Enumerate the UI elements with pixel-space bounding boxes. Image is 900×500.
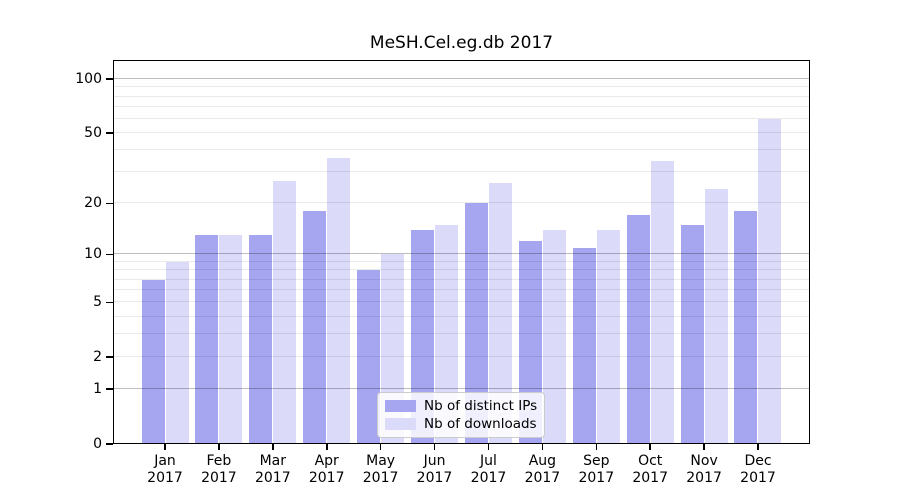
legend-swatch-distinct-ips <box>385 400 416 412</box>
y-tick-label-50: 50 <box>84 125 102 142</box>
x-tick-label-nov: Nov 2017 <box>686 453 722 486</box>
x-tick-apr <box>326 444 328 450</box>
gridline-90 <box>113 86 810 88</box>
gridline-5 <box>113 301 810 303</box>
bar-ips-feb <box>195 235 219 444</box>
x-tick-jun <box>433 444 436 450</box>
bar-downloads-dec <box>758 118 782 444</box>
y-tick-5 <box>106 301 113 303</box>
gridline-30 <box>113 171 810 173</box>
chart-title: MeSH.Cel.eg.db 2017 <box>369 33 554 53</box>
gridline-9 <box>113 260 810 262</box>
gridline-8 <box>113 269 810 271</box>
plot-area <box>113 60 810 444</box>
gridline-70 <box>113 105 810 107</box>
x-tick-label-dec: Dec 2017 <box>740 453 776 486</box>
legend-item-distinct-ips: Nb of distinct IPs <box>385 397 544 415</box>
y-tick-label-10: 10 <box>84 246 102 263</box>
x-tick-jan <box>164 444 166 450</box>
bar-downloads-sep <box>596 229 620 444</box>
x-tick-oct <box>649 444 651 450</box>
y-tick-2 <box>106 356 113 358</box>
bar-downloads-jan <box>165 261 189 444</box>
bar-ips-oct <box>626 215 650 444</box>
x-tick-sep <box>595 444 597 450</box>
y-tick-label-20: 20 <box>84 195 102 212</box>
x-tick-label-may: May 2017 <box>362 453 399 486</box>
y-tick-1 <box>106 388 113 390</box>
x-tick-label-apr: Apr 2017 <box>308 453 345 486</box>
gridline-6 <box>113 289 810 291</box>
legend-item-downloads: Nb of downloads <box>385 415 544 433</box>
legend-label-distinct-ips: Nb of distinct IPs <box>424 398 538 414</box>
gridline-1 <box>113 388 810 390</box>
x-tick-dec <box>757 444 759 450</box>
x-tick-label-mar: Mar 2017 <box>254 453 291 486</box>
bar-ips-jun <box>411 229 435 444</box>
x-tick-label-oct: Oct 2017 <box>632 453 668 486</box>
gridline-60 <box>113 117 810 119</box>
bar-ips-jan <box>141 279 165 444</box>
gridline-50 <box>113 132 810 134</box>
x-tick-may <box>379 444 382 450</box>
bar-ips-mar <box>249 235 273 444</box>
gridline-2 <box>113 356 810 358</box>
bar-downloads-oct <box>650 160 674 444</box>
y-tick-label-5: 5 <box>93 294 102 311</box>
bar-ips-sep <box>572 247 596 444</box>
y-tick-50 <box>106 132 113 134</box>
legend-swatch-downloads <box>385 418 416 430</box>
gridline-80 <box>113 95 810 97</box>
y-tick-label-1: 1 <box>93 381 102 398</box>
bar-ips-apr <box>303 211 327 444</box>
gridline-100 <box>113 78 810 79</box>
y-tick-0 <box>106 443 113 445</box>
y-tick-20 <box>106 202 113 204</box>
bar-downloads-mar <box>273 180 297 444</box>
x-tick-label-jun: Jun 2017 <box>416 453 453 486</box>
x-tick-label-feb: Feb 2017 <box>201 453 237 486</box>
x-tick-label-sep: Sep 2017 <box>578 453 615 486</box>
bar-downloads-jun <box>435 224 459 444</box>
bar-downloads-apr <box>327 158 351 444</box>
x-tick-label-jul: Jul 2017 <box>470 453 507 486</box>
y-tick-label-100: 100 <box>75 71 102 87</box>
gridline-10 <box>113 253 810 255</box>
x-tick-jul <box>487 444 490 450</box>
gridlines-layer <box>113 60 810 444</box>
bar-ips-may <box>357 270 381 444</box>
bar-downloads-nov <box>704 189 728 444</box>
bar-downloads-feb <box>219 235 243 444</box>
x-tick-feb <box>218 444 220 450</box>
x-tick-nov <box>703 444 705 450</box>
bar-ips-nov <box>680 224 704 444</box>
y-tick-label-0: 0 <box>93 436 102 452</box>
bar-downloads-aug <box>542 229 566 444</box>
bar-ips-dec <box>734 211 758 444</box>
x-tick-label-aug: Aug 2017 <box>524 453 561 486</box>
legend: Nb of distinct IPs Nb of downloads <box>377 392 545 438</box>
bar-downloads-jul <box>488 183 512 444</box>
y-tick-10 <box>106 253 113 256</box>
gridline-40 <box>113 149 810 151</box>
y-tick-label-2: 2 <box>93 349 102 366</box>
x-tick-label-jan: Jan 2017 <box>147 453 183 486</box>
x-tick-mar <box>272 444 274 450</box>
y-tick-100 <box>106 78 113 80</box>
gridline-4 <box>113 315 810 317</box>
gridline-20 <box>113 202 810 204</box>
legend-label-downloads: Nb of downloads <box>424 416 537 432</box>
x-tick-aug <box>541 444 544 450</box>
gridline-3 <box>113 333 810 335</box>
gridline-7 <box>113 278 810 280</box>
bar-ips-jul <box>464 203 488 444</box>
